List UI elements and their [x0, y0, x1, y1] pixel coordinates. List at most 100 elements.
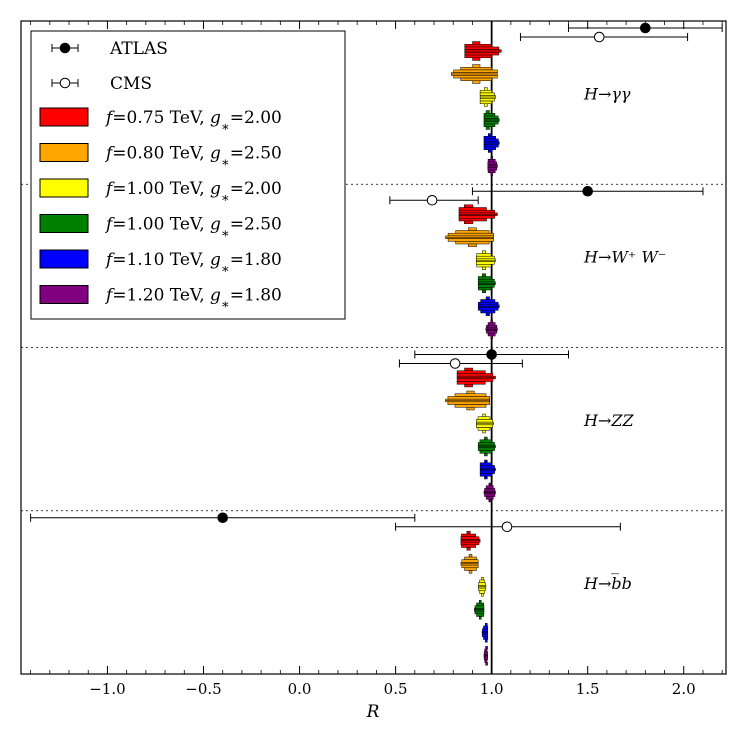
- legend-label-part: ∗: [221, 297, 230, 312]
- model-m5-gamma-gamma-bin: [488, 149, 492, 153]
- x-tick-label: 1.5: [576, 680, 600, 698]
- legend-m6-label: f=1.20 TeV, g∗=1.80: [104, 286, 282, 313]
- model-m2-bb-bin: [464, 567, 477, 571]
- legend-f-value: 1.20: [127, 286, 165, 306]
- legend-label-part: g: [210, 108, 221, 128]
- model-m4-bb-bin: [476, 602, 484, 606]
- legend-label-part: TeV,: [164, 215, 210, 235]
- model-m3-gamma-gamma-bin: [479, 92, 495, 96]
- model-m1-zz-bin: [464, 384, 473, 388]
- legend-g-value: 1.80: [244, 250, 282, 270]
- legend-label-part: =: [112, 179, 126, 199]
- legend-m5-swatch: [39, 249, 89, 269]
- model-m5-zz-bin: [479, 473, 493, 477]
- legend-label-part: =: [112, 144, 126, 164]
- model-m2-ww-bin: [447, 238, 494, 242]
- legend-label-part: f: [104, 108, 115, 128]
- model-m5-bb-bin: [485, 623, 488, 627]
- model-m2-bb-bin: [461, 564, 479, 569]
- channel-arrow: →: [598, 411, 611, 430]
- model-m3-ww-bin: [476, 255, 495, 260]
- legend-label-part: =: [230, 250, 244, 270]
- legend-g-value: 2.00: [244, 179, 282, 199]
- model-m6-bb-bin: [483, 656, 488, 661]
- model-m4-gamma-gamma-bin: [483, 121, 499, 125]
- cms-gamma-gamma-point: [593, 31, 605, 43]
- model-m3-gamma-gamma-bin: [479, 98, 495, 102]
- plot-area: H→γγH→W⁺ W⁻H→ZZH→b̅b: [21, 21, 726, 674]
- legend-m4-label: f=1.00 TeV, g∗=2.50: [104, 215, 282, 242]
- model-m4-zz-bin: [484, 436, 488, 440]
- model-m6-ww-bin: [486, 330, 498, 334]
- model-m2-ww-bin: [455, 230, 490, 234]
- model-m6-ww-bin: [487, 322, 496, 326]
- model-m4-ww-bin: [477, 278, 495, 283]
- model-m1-gamma-gamma-bin: [464, 46, 500, 50]
- model-m1-ww-bin: [458, 215, 495, 219]
- model-m3-zz-bin: [476, 424, 493, 428]
- model-m3-bb-bin: [481, 593, 484, 597]
- cms-ww-point: [426, 194, 438, 206]
- atlas-bb-point: [217, 512, 229, 524]
- model-m6-zz-bin: [484, 488, 496, 492]
- legend-label-part: g: [210, 179, 221, 199]
- channel-zz: H→ZZ: [398, 349, 634, 503]
- model-m2-bb-bin: [461, 559, 479, 563]
- model-m1-gamma-gamma-bin: [472, 57, 481, 61]
- legend-label-part: =: [112, 250, 126, 270]
- model-m3-zz-bin: [482, 430, 486, 434]
- model-m1-bb-bin: [466, 547, 471, 551]
- model-m4-gamma-gamma-bin: [483, 113, 496, 117]
- model-m1-gamma-gamma-bin: [464, 54, 493, 58]
- model-m2-gamma-gamma-bin: [453, 75, 498, 79]
- channel-arrow: →: [598, 248, 611, 267]
- model-m4-zz-bin: [479, 450, 493, 454]
- legend-g-value: 2.50: [244, 215, 282, 235]
- legend-label-part: =: [112, 108, 126, 128]
- model-m2-ww-bin: [468, 227, 477, 231]
- model-m4-bb-bin: [479, 616, 482, 620]
- model-m1-bb-bin: [466, 531, 471, 535]
- legend-label-part: ∗: [221, 226, 230, 241]
- model-m2-gamma-gamma-bin: [460, 67, 493, 71]
- model-m3-ww-bin: [481, 250, 486, 254]
- channel-label-gamma-gamma: H→γγ: [583, 84, 631, 103]
- model-m4-zz-bin: [479, 439, 493, 443]
- channel-particle: H: [583, 248, 599, 267]
- channel-label-ww: H→W⁺ W⁻: [583, 248, 666, 267]
- model-m1-bb-bin: [460, 541, 480, 546]
- cms-bb-point: [501, 521, 513, 533]
- model-m6-bb-bin: [484, 659, 488, 663]
- channel-final-state: W⁺ W⁻: [611, 248, 666, 267]
- model-m3-zz-bin: [477, 427, 491, 431]
- channel-bb: H→b̅b: [30, 512, 632, 666]
- legend-label-part: =: [230, 108, 244, 128]
- model-m4-ww-bin: [481, 273, 486, 277]
- cms-zz-point: [449, 358, 461, 369]
- model-m3-zz-bin: [476, 419, 493, 423]
- legend-atlas-label: ATLAS: [109, 39, 168, 59]
- model-m6-bb-bin: [485, 662, 488, 666]
- model-m2-bb-bin: [468, 554, 473, 558]
- model-m3-bb-bin: [479, 590, 485, 594]
- model-m4-gamma-gamma-bin: [483, 123, 496, 128]
- model-m3-gamma-gamma-bin: [479, 100, 493, 105]
- model-m5-bb-bin: [485, 639, 488, 643]
- legend-label-part: g: [210, 144, 221, 164]
- legend-label-part: TeV,: [164, 286, 210, 306]
- channel-arrow: →: [598, 574, 611, 593]
- legend-label-part: =: [112, 215, 126, 235]
- model-m5-zz-bin: [479, 465, 495, 469]
- x-tick-label: 1.0: [480, 680, 504, 698]
- legend-label-part: g: [210, 215, 221, 235]
- model-m1-gamma-gamma-bin: [464, 52, 500, 56]
- model-m2-bb-bin: [464, 556, 477, 560]
- model-m3-bb-bin: [478, 582, 486, 586]
- model-m6-ww-bin: [490, 319, 494, 323]
- model-m3-bb-bin: [479, 579, 485, 583]
- channel-particle: H: [583, 84, 599, 103]
- channel-particle: H: [583, 411, 599, 430]
- model-m1-zz-bin: [456, 381, 486, 385]
- model-m6-gamma-gamma-bin: [490, 172, 494, 176]
- model-m4-gamma-gamma-bin: [485, 110, 490, 114]
